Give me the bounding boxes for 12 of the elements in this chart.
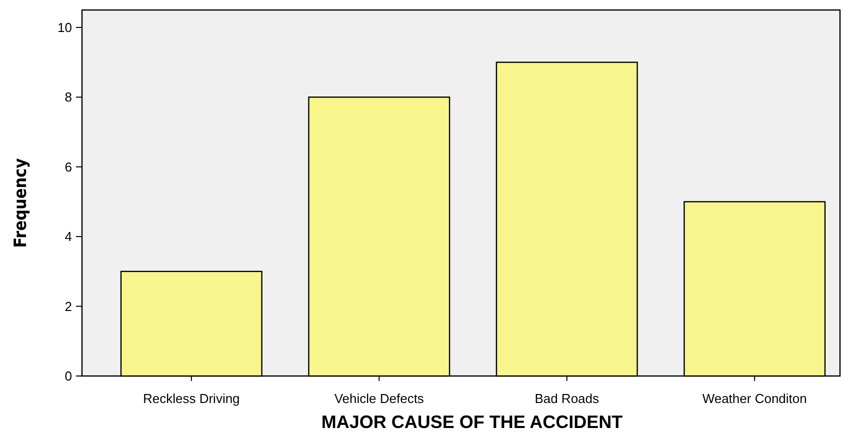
y-tick-label: 10 [58,20,72,35]
y-tick-label: 2 [64,298,72,314]
x-tick-label: Weather Conditon [702,391,807,406]
x-tick-label: Bad Roads [534,391,600,406]
y-tick-label: 4 [64,229,72,244]
x-axis-title: MAJOR CAUSE OF THE ACCIDENT [321,412,623,432]
y-axis-title: Frequency [11,158,31,248]
y-tick-label: 0 [64,368,72,384]
x-tick-label: Vehicle Defects [334,391,424,406]
y-tick-label: 6 [64,159,72,174]
x-tick-label: Reckless Driving [142,391,240,406]
y-tick-label: 8 [64,90,72,105]
